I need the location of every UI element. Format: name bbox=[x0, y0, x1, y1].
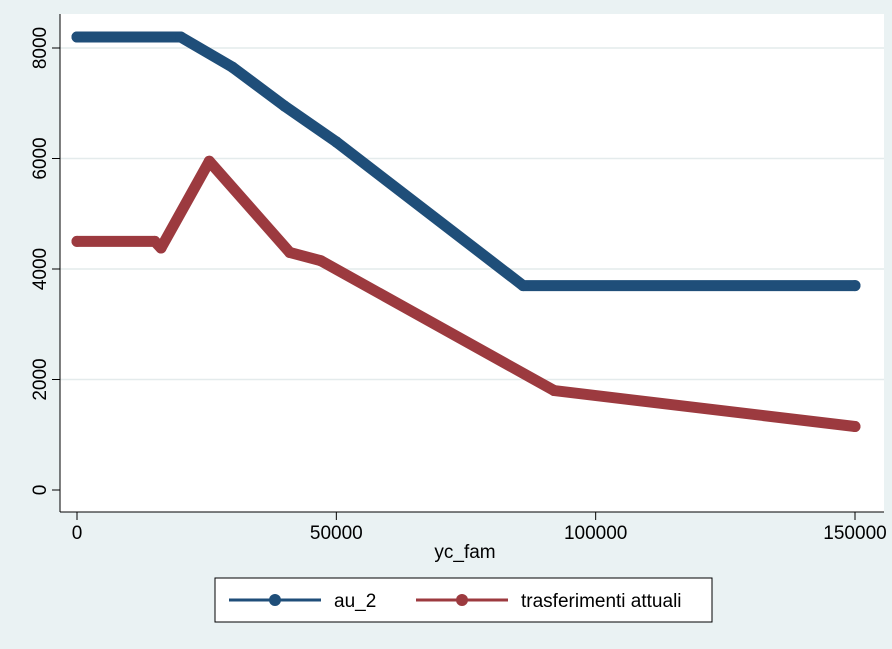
legend-marker-0 bbox=[269, 594, 281, 606]
x-tick-label-0: 0 bbox=[72, 523, 83, 544]
series-0-point-0 bbox=[71, 31, 83, 43]
plot-background bbox=[60, 14, 884, 512]
series-1-point-3 bbox=[203, 155, 215, 167]
legend: au_2 trasferimenti attuali bbox=[214, 577, 713, 623]
y-tick-label-4: 8000 bbox=[30, 27, 51, 69]
series-1-point-6 bbox=[548, 385, 560, 397]
series-0-point-5 bbox=[517, 280, 529, 292]
series-0-point-4 bbox=[330, 136, 342, 148]
y-tick-label-2: 4000 bbox=[30, 248, 51, 290]
x-tick-label-1: 50000 bbox=[310, 523, 363, 544]
series-1-point-4 bbox=[284, 246, 296, 258]
series-0-point-3 bbox=[278, 100, 290, 112]
y-tick-label-1: 2000 bbox=[30, 358, 51, 400]
y-tick-label-3: 6000 bbox=[30, 137, 51, 179]
series-1-point-0 bbox=[71, 235, 83, 247]
legend-marker-1 bbox=[456, 594, 468, 606]
series-1-point-5 bbox=[315, 255, 327, 267]
series-0-point-6 bbox=[849, 280, 861, 292]
x-tick-label-3: 150000 bbox=[823, 523, 886, 544]
series-layer bbox=[71, 31, 861, 432]
series-1-point-7 bbox=[849, 420, 861, 432]
x-axis-title: yc_fam bbox=[434, 542, 495, 563]
legend-label-0: au_2 bbox=[334, 591, 376, 612]
series-1-point-2 bbox=[155, 242, 167, 254]
axes: 0 2000 4000 6000 8000 0 50000 100000 150000 bbox=[30, 14, 887, 544]
legend-label-1: trasferimenti attuali bbox=[521, 591, 682, 612]
series-0-point-2 bbox=[227, 61, 239, 73]
y-tick-label-0: 0 bbox=[30, 485, 51, 496]
series-0-point-1 bbox=[175, 31, 187, 43]
x-tick-label-2: 100000 bbox=[564, 523, 627, 544]
